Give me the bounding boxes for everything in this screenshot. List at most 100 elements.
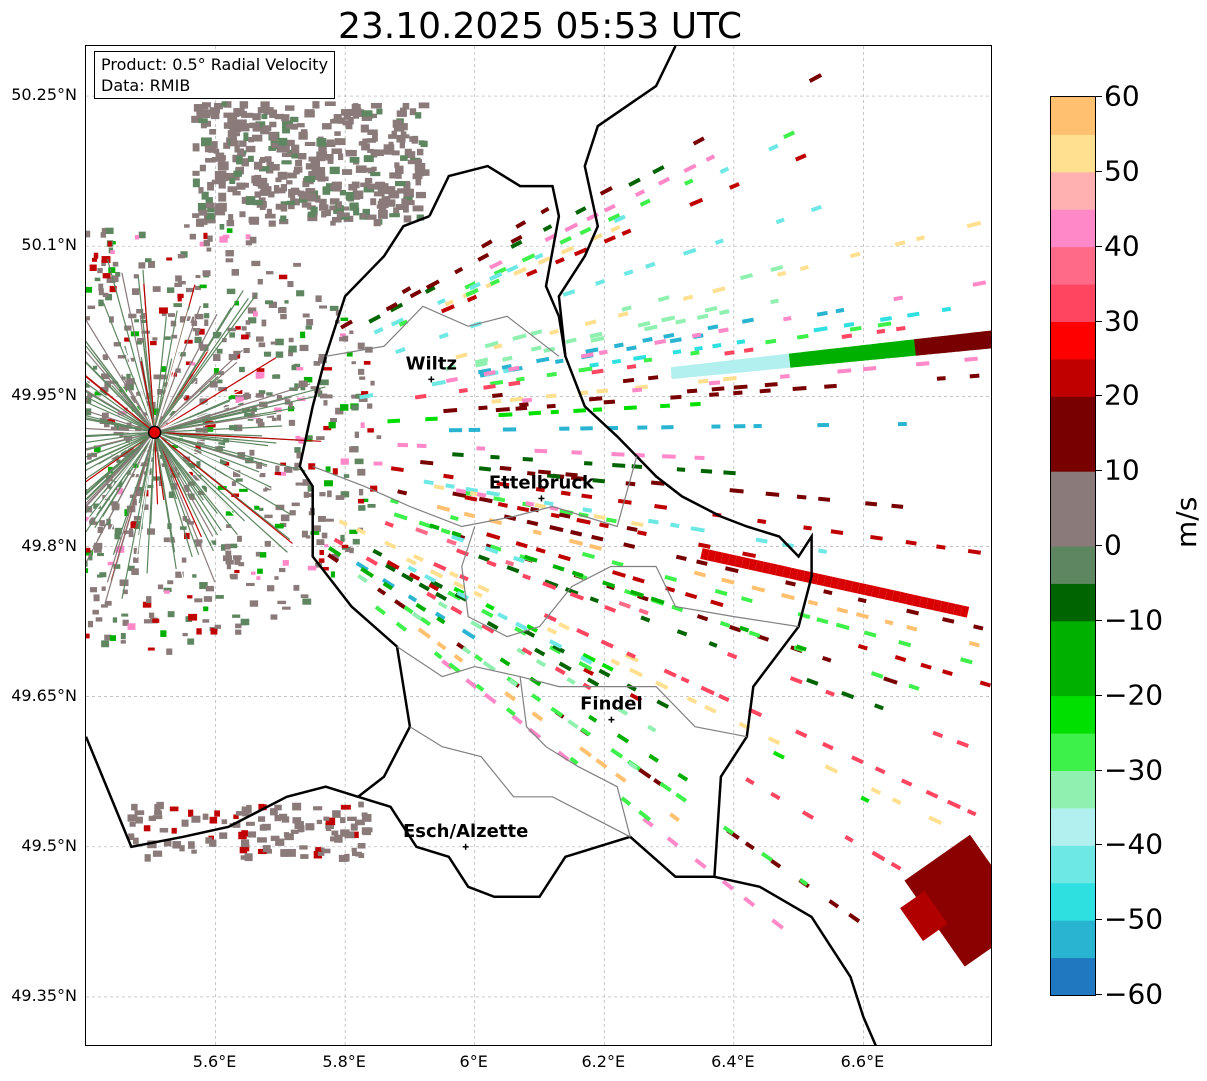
echo-gate — [865, 501, 878, 507]
echo-cell — [391, 150, 400, 156]
echo-gate — [493, 266, 507, 276]
echo-cell — [268, 301, 277, 308]
echo-cell — [239, 846, 248, 854]
echo-cell — [114, 527, 122, 535]
echo-gate — [585, 347, 599, 354]
echo-cell — [362, 208, 370, 216]
echo-cell — [295, 159, 303, 167]
echo-gate — [448, 428, 463, 433]
echo-gate — [521, 647, 533, 656]
echo-cell — [321, 176, 329, 182]
echo-cell — [148, 612, 155, 618]
echo-gate — [772, 750, 785, 760]
echo-gate — [603, 235, 616, 244]
echo-gate — [470, 620, 484, 631]
echo-cell — [86, 547, 91, 553]
echo-gate — [483, 692, 497, 705]
echo-gate — [603, 203, 616, 213]
echo-gate — [822, 741, 834, 751]
echo-cell — [229, 136, 236, 143]
echo-gate — [799, 878, 809, 887]
echo-spoke — [86, 361, 156, 433]
echo-gate — [972, 280, 987, 287]
colorbar-segment — [1051, 377, 1095, 397]
echo-gate — [485, 603, 495, 611]
echo-gate — [618, 600, 632, 609]
echo-gate — [659, 781, 672, 793]
echo-cell — [270, 614, 278, 620]
echo-cell — [352, 538, 360, 545]
echo-spoke — [154, 316, 167, 433]
echo-gate — [468, 427, 481, 433]
echo-gate — [948, 334, 959, 353]
echo-gate — [768, 563, 778, 576]
echo-cell — [195, 285, 201, 291]
echo-gate — [727, 554, 737, 567]
colorbar-segment — [1051, 714, 1095, 734]
echo-cell — [218, 202, 227, 212]
echo-cell — [351, 103, 361, 111]
echo-gate — [616, 733, 630, 744]
echo-cell — [284, 399, 291, 405]
echo-gate — [654, 504, 668, 510]
echo-cell — [375, 181, 386, 189]
echo-cell — [144, 258, 152, 263]
echo-gate — [712, 361, 722, 376]
city-marker: Findel — [580, 694, 643, 723]
latitude-tick-label: 49.35°N — [11, 985, 77, 1005]
echo-cell — [361, 116, 372, 122]
echo-cell — [233, 132, 240, 137]
echo-gate — [429, 569, 444, 579]
echo-cell — [119, 386, 128, 393]
echo-gate — [655, 680, 669, 690]
colorbar-segment — [1051, 302, 1095, 322]
echo-gate — [613, 342, 624, 349]
echo-cell — [191, 849, 197, 854]
echo-cell — [296, 123, 305, 128]
radar-map-panel[interactable]: Wiltz Ettelbruck Findel Esch/Alzette — [85, 45, 992, 1046]
echo-gate — [657, 295, 670, 303]
echo-gate — [733, 359, 743, 374]
echo-cell — [400, 131, 407, 138]
echo-cell — [305, 493, 313, 498]
echo-cell — [101, 640, 110, 648]
echo-gate — [441, 659, 453, 670]
echo-gate — [729, 624, 742, 633]
colorbar-tick-label: −50 — [1104, 902, 1164, 936]
echo-gate — [502, 427, 517, 432]
echo-cell — [89, 587, 98, 593]
echo-gate — [712, 286, 726, 294]
echo-cell — [104, 634, 112, 641]
echo-cell — [395, 171, 402, 179]
echo-gate — [900, 778, 913, 787]
echo-gate — [817, 423, 830, 428]
echo-gate — [486, 620, 499, 631]
echo-cell — [171, 334, 178, 339]
echo-gate — [830, 529, 844, 536]
echo-gate — [535, 487, 545, 493]
echo-cell — [158, 307, 168, 314]
echo-cell — [226, 562, 232, 570]
echo-cell — [334, 131, 341, 136]
echo-gate — [476, 492, 487, 498]
echo-cell — [305, 535, 311, 539]
echo-spoke — [154, 432, 190, 608]
echo-cell — [276, 187, 286, 194]
echo-gate — [741, 317, 754, 324]
echo-cell — [271, 417, 277, 422]
echo-cell — [290, 116, 299, 123]
colorbar-tick-mark — [1096, 769, 1102, 771]
echo-gate — [782, 566, 792, 579]
echo-gate — [637, 321, 651, 328]
echo-cell — [257, 183, 269, 189]
echo-gate — [557, 553, 571, 562]
echo-gate — [876, 328, 886, 334]
echo-cell — [255, 372, 265, 379]
echo-cell — [366, 138, 376, 143]
colorbar-segment — [1051, 265, 1095, 285]
echo-cell — [86, 397, 88, 404]
echo-cell — [272, 374, 281, 379]
echo-cell — [325, 466, 331, 472]
echo-cell — [241, 806, 252, 814]
